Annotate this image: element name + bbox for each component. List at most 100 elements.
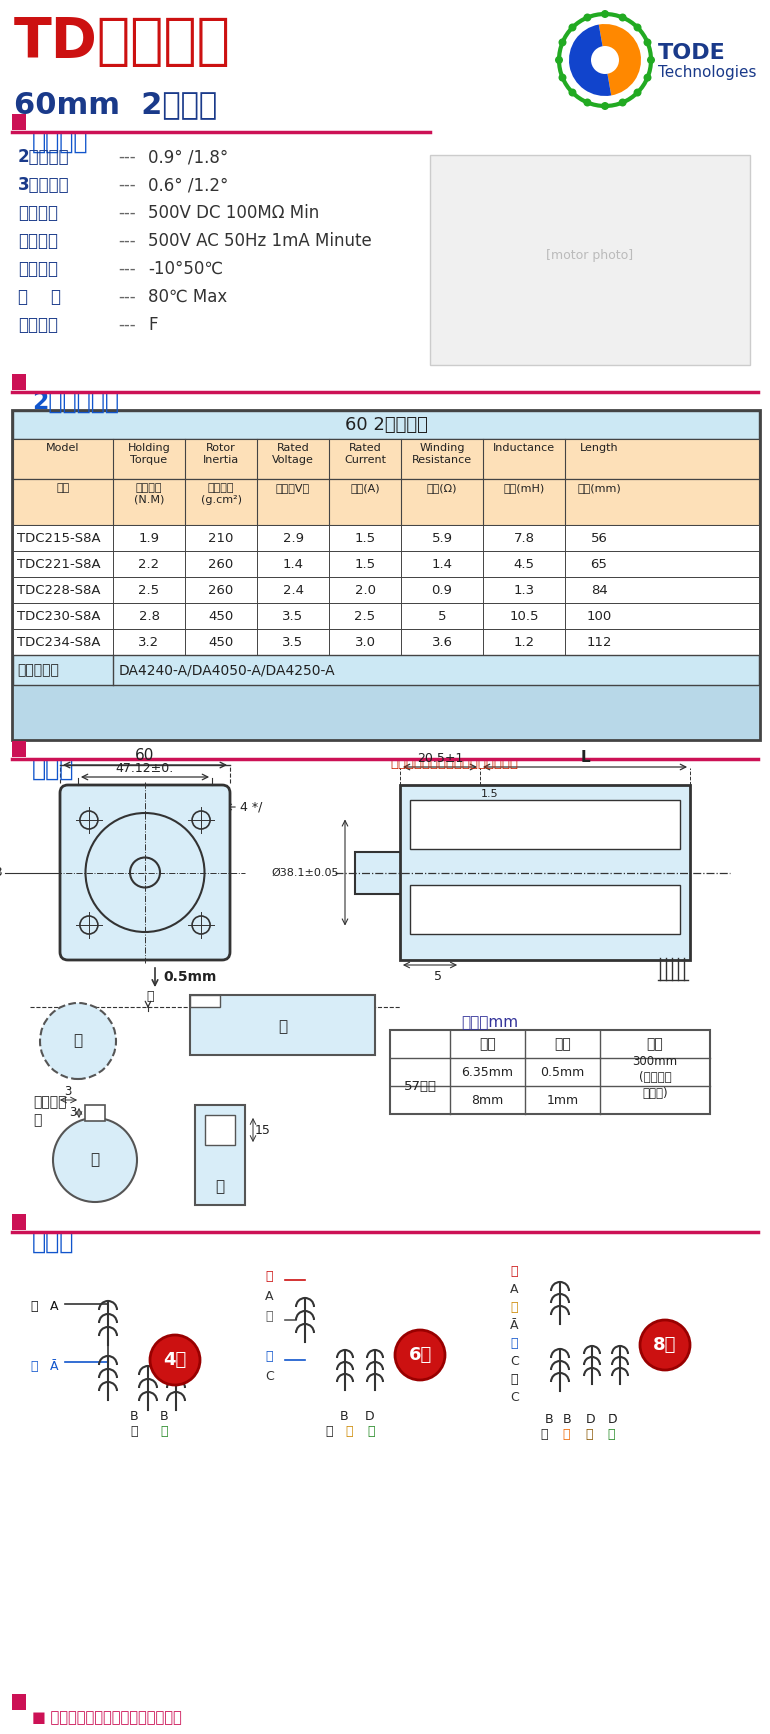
Text: 線長: 線長 [647,1037,664,1051]
Text: 260: 260 [209,558,233,570]
Circle shape [150,1335,200,1385]
Text: 1.4: 1.4 [283,558,303,570]
Text: 47.12±0.: 47.12±0. [116,761,174,775]
Text: 黑: 黑 [510,1373,517,1385]
Text: 7.8: 7.8 [514,532,534,544]
Bar [12,740,26,758]
Bar [13,525,759,551]
Text: 2相步距角: 2相步距角 [18,147,69,166]
Text: L: L [580,751,590,765]
Text: 棕: 棕 [585,1429,592,1441]
Text: 20.5±1: 20.5±1 [417,753,464,765]
Text: 260: 260 [209,584,233,596]
Text: B̄: B̄ [160,1410,169,1424]
Text: 10.5: 10.5 [509,609,539,623]
Bar [13,411,759,439]
Text: 軸: 軸 [279,1020,287,1035]
Bar [12,375,26,390]
Text: ---: --- [118,316,136,335]
Bar [13,629,759,655]
Text: 1.3: 1.3 [514,584,534,596]
Bar [12,1214,26,1229]
Text: TDC234-S8A: TDC234-S8A [17,635,101,649]
Circle shape [644,38,651,47]
Bar [12,409,760,740]
Text: -10°50℃: -10°50℃ [148,260,223,277]
Circle shape [53,1118,137,1202]
Text: 綠: 綠 [160,1425,168,1437]
Circle shape [634,88,641,97]
Text: TDC228-S8A: TDC228-S8A [17,584,101,596]
Text: 60: 60 [136,747,155,763]
Circle shape [40,1002,116,1079]
Text: 0.9: 0.9 [431,584,453,596]
Text: DA4240-A/DA4050-A/DA4250-A: DA4240-A/DA4050-A/DA4250-A [119,662,336,676]
Text: ---: --- [118,147,136,166]
Wedge shape [569,24,611,95]
Text: 500V DC 100MΩ Min: 500V DC 100MΩ Min [148,205,320,222]
Text: 絕緣強度: 絕緣強度 [18,232,58,250]
Text: 15: 15 [255,1124,271,1136]
Bar [13,479,759,525]
Text: 450: 450 [209,609,233,623]
Wedge shape [599,24,641,95]
Text: 0.6° /1.2°: 0.6° /1.2° [148,175,229,194]
Text: Ø38.1±0.05: Ø38.1±0.05 [272,867,339,877]
Text: 1.9: 1.9 [139,532,159,544]
Text: 450: 450 [209,635,233,649]
Bar [390,1030,710,1113]
Text: 如需特殊規格請與拓達及經銷商聯絡: 如需特殊規格請與拓達及經銷商聯絡 [390,758,518,770]
Circle shape [591,47,619,75]
Text: 藍: 藍 [30,1359,38,1373]
Circle shape [618,99,627,106]
Text: 電阻(Ω): 電阻(Ω) [427,484,457,492]
Text: 軸徑: 軸徑 [479,1037,496,1051]
Text: 0.9° /1.8°: 0.9° /1.8° [148,147,228,166]
Circle shape [640,1320,690,1370]
Text: 5: 5 [438,609,447,623]
Text: 3.5: 3.5 [283,635,303,649]
Text: 白: 白 [130,1425,138,1437]
Text: 60 2相步电机: 60 2相步电机 [344,416,427,434]
Text: 保持力矩
(N.M): 保持力矩 (N.M) [134,484,164,505]
Text: 56: 56 [591,532,608,544]
Text: F: F [148,316,158,335]
Text: 單位：mm: 單位：mm [461,1014,518,1030]
Bar [400,786,690,961]
Text: 112: 112 [586,635,611,649]
Text: 80℃ Max: 80℃ Max [148,288,227,305]
Text: Technologies: Technologies [658,64,756,80]
Bar [13,439,759,479]
Text: 1.5: 1.5 [354,532,376,544]
Text: 4線: 4線 [163,1351,186,1370]
Text: 6線: 6線 [408,1346,432,1365]
Text: Ā: Ā [50,1359,59,1373]
Text: 4.5: 4.5 [514,558,534,570]
Bar [430,154,750,364]
Circle shape [568,24,577,31]
Text: 藍: 藍 [510,1337,517,1351]
Circle shape [647,55,655,64]
Text: 2.4: 2.4 [283,584,303,596]
Text: D: D [365,1410,375,1424]
Circle shape [558,73,567,81]
Circle shape [584,14,591,21]
Text: 橙: 橙 [562,1429,570,1441]
Text: 1.4: 1.4 [431,558,453,570]
Bar [410,799,680,850]
Text: TDC221-S8A: TDC221-S8A [17,558,101,570]
Text: 轉子慣量
(g.cm²): 轉子慣量 (g.cm²) [200,484,242,505]
Text: Ø6.3: Ø6.3 [0,865,3,879]
Text: 2.5: 2.5 [139,584,159,596]
Text: C̄: C̄ [510,1354,519,1368]
Text: 黃: 黃 [510,1300,517,1314]
Bar [195,1105,245,1205]
Text: Holding
Torque: Holding Torque [128,442,170,465]
Bar [190,995,220,1007]
Text: 0.5mm: 0.5mm [541,1065,584,1079]
Text: 300mm
(特殊長度
可定制): 300mm (特殊長度 可定制) [632,1054,678,1099]
Text: 絕緣等級: 絕緣等級 [18,316,58,335]
Text: ---: --- [118,205,136,222]
Text: 接線圖: 接線圖 [32,1229,75,1254]
Bar [355,851,405,893]
